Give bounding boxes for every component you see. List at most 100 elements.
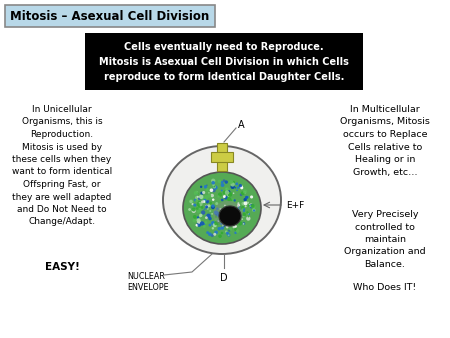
Ellipse shape xyxy=(197,216,199,219)
Ellipse shape xyxy=(235,183,239,185)
Ellipse shape xyxy=(232,225,234,227)
Ellipse shape xyxy=(239,207,242,210)
Ellipse shape xyxy=(249,203,253,208)
Ellipse shape xyxy=(207,204,211,207)
Ellipse shape xyxy=(203,199,207,202)
Ellipse shape xyxy=(247,201,249,204)
Ellipse shape xyxy=(240,208,244,211)
Ellipse shape xyxy=(232,181,235,184)
Ellipse shape xyxy=(217,227,221,231)
Ellipse shape xyxy=(212,181,215,185)
Bar xyxy=(211,152,233,162)
Ellipse shape xyxy=(238,221,242,225)
Ellipse shape xyxy=(248,213,249,215)
Ellipse shape xyxy=(211,206,215,209)
Ellipse shape xyxy=(212,227,214,230)
Ellipse shape xyxy=(230,185,235,189)
Ellipse shape xyxy=(204,185,207,189)
Ellipse shape xyxy=(240,193,243,196)
Ellipse shape xyxy=(221,199,224,201)
Ellipse shape xyxy=(207,208,209,210)
Ellipse shape xyxy=(234,199,236,201)
Ellipse shape xyxy=(193,219,196,222)
Text: Who Does IT!: Who Does IT! xyxy=(353,283,417,292)
Ellipse shape xyxy=(250,205,252,207)
Ellipse shape xyxy=(242,213,246,217)
Ellipse shape xyxy=(206,200,209,203)
Ellipse shape xyxy=(236,229,239,233)
Ellipse shape xyxy=(227,197,231,201)
Ellipse shape xyxy=(212,223,215,226)
Ellipse shape xyxy=(248,205,250,207)
Text: D: D xyxy=(220,273,228,283)
Ellipse shape xyxy=(211,194,214,197)
Ellipse shape xyxy=(208,217,212,220)
Ellipse shape xyxy=(226,232,229,235)
Ellipse shape xyxy=(224,204,226,206)
Ellipse shape xyxy=(214,218,217,222)
Ellipse shape xyxy=(189,200,193,203)
Bar xyxy=(5,5,215,27)
Ellipse shape xyxy=(206,185,207,186)
Ellipse shape xyxy=(224,196,228,199)
Ellipse shape xyxy=(212,198,215,201)
Ellipse shape xyxy=(228,193,232,197)
Ellipse shape xyxy=(248,216,249,217)
Text: In Multicellular
Organisms, Mitosis
occurs to Replace
Cells relative to
Healing : In Multicellular Organisms, Mitosis occu… xyxy=(340,105,430,176)
Ellipse shape xyxy=(224,215,226,218)
Ellipse shape xyxy=(236,208,238,210)
Ellipse shape xyxy=(213,201,243,227)
Ellipse shape xyxy=(225,194,226,196)
Bar xyxy=(217,143,227,171)
Ellipse shape xyxy=(201,211,205,215)
Ellipse shape xyxy=(243,210,245,212)
Ellipse shape xyxy=(226,209,230,213)
Ellipse shape xyxy=(222,222,225,224)
Text: A: A xyxy=(238,120,245,130)
Ellipse shape xyxy=(222,225,224,226)
Text: NUCLEAR
ENVELOPE: NUCLEAR ENVELOPE xyxy=(127,272,169,292)
Ellipse shape xyxy=(197,196,199,198)
Ellipse shape xyxy=(236,189,238,191)
Ellipse shape xyxy=(220,222,223,225)
Ellipse shape xyxy=(215,202,218,205)
Ellipse shape xyxy=(211,221,215,225)
Ellipse shape xyxy=(234,187,236,189)
Ellipse shape xyxy=(199,208,202,211)
Ellipse shape xyxy=(225,231,227,233)
Ellipse shape xyxy=(216,208,219,210)
Ellipse shape xyxy=(243,208,245,210)
Ellipse shape xyxy=(217,220,219,222)
Ellipse shape xyxy=(196,194,197,195)
Ellipse shape xyxy=(206,214,211,218)
Ellipse shape xyxy=(212,204,215,208)
Ellipse shape xyxy=(205,201,207,202)
Ellipse shape xyxy=(246,216,251,221)
Ellipse shape xyxy=(220,232,223,234)
Ellipse shape xyxy=(208,233,212,236)
Text: Cells eventually need to Reproduce.
Mitosis is Asexual Cell Division in which Ce: Cells eventually need to Reproduce. Mito… xyxy=(99,42,349,82)
Ellipse shape xyxy=(228,234,230,236)
Ellipse shape xyxy=(243,191,246,194)
Ellipse shape xyxy=(232,211,234,212)
Ellipse shape xyxy=(250,204,254,209)
Ellipse shape xyxy=(230,180,233,184)
Ellipse shape xyxy=(194,199,197,201)
Text: In Unicellular
Organisms, this is
Reproduction.
Mitosis is used by
these cells w: In Unicellular Organisms, this is Reprod… xyxy=(12,105,112,226)
Ellipse shape xyxy=(234,228,237,231)
Ellipse shape xyxy=(198,202,202,206)
Ellipse shape xyxy=(218,222,220,225)
Ellipse shape xyxy=(214,210,218,215)
Ellipse shape xyxy=(225,180,228,184)
Ellipse shape xyxy=(196,223,198,226)
Ellipse shape xyxy=(252,205,256,209)
Ellipse shape xyxy=(211,178,216,183)
Ellipse shape xyxy=(196,224,198,226)
Ellipse shape xyxy=(204,195,209,199)
Ellipse shape xyxy=(192,209,196,213)
Ellipse shape xyxy=(231,209,234,211)
Ellipse shape xyxy=(214,221,219,225)
Ellipse shape xyxy=(209,202,212,204)
Ellipse shape xyxy=(225,193,228,196)
Ellipse shape xyxy=(245,196,248,199)
